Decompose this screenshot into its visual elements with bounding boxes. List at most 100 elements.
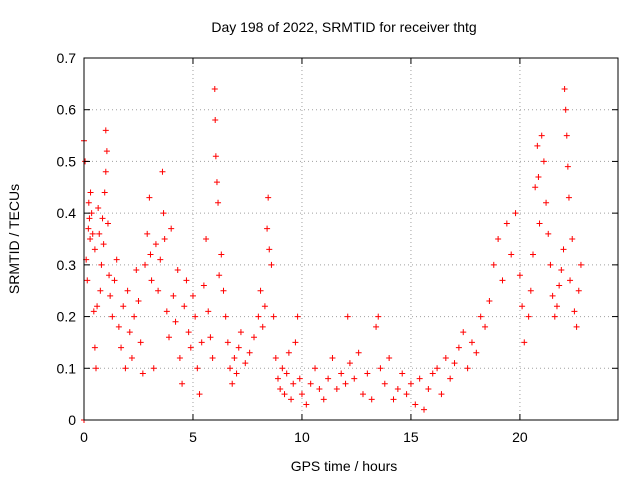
data-point: [227, 365, 234, 372]
data-point: [85, 225, 92, 232]
data-point: [477, 313, 484, 320]
data-point: [490, 261, 497, 268]
data-point: [333, 385, 340, 392]
data-point: [270, 313, 277, 320]
data-point: [425, 385, 432, 392]
data-point: [503, 220, 510, 227]
data-point: [84, 277, 91, 284]
data-point: [381, 380, 388, 387]
data-point: [189, 292, 196, 299]
data-point: [106, 272, 113, 279]
data-point: [168, 225, 175, 232]
data-point: [564, 163, 571, 170]
data-point: [473, 349, 480, 356]
data-point: [160, 210, 167, 217]
data-point: [166, 334, 173, 341]
data-point: [344, 313, 351, 320]
y-tick-label: 0.4: [57, 205, 77, 221]
data-point: [412, 401, 419, 408]
data-point: [561, 86, 568, 93]
data-point: [200, 282, 207, 289]
data-point: [118, 344, 125, 351]
data-point: [94, 303, 101, 310]
data-point: [359, 391, 366, 398]
data-point: [212, 117, 219, 124]
data-point: [281, 391, 288, 398]
data-point: [495, 236, 502, 242]
data-point: [563, 132, 570, 139]
data-point: [95, 204, 102, 211]
data-point: [139, 370, 146, 377]
data-point: [96, 230, 103, 237]
data-point: [355, 349, 362, 356]
data-point: [157, 256, 164, 263]
data-point: [113, 256, 120, 263]
data-point: [549, 292, 556, 299]
data-point: [464, 365, 471, 372]
data-point: [543, 199, 550, 206]
data-point: [521, 339, 528, 346]
data-point: [103, 148, 110, 155]
data-point: [222, 313, 229, 320]
data-point: [133, 267, 140, 274]
data-point: [375, 313, 382, 320]
data-point: [562, 106, 569, 113]
data-point: [438, 391, 445, 398]
data-point: [122, 365, 129, 372]
data-point: [573, 323, 580, 330]
data-point: [551, 313, 558, 320]
data-point: [89, 230, 96, 237]
data-point: [279, 365, 286, 372]
data-point: [124, 287, 131, 294]
data-point: [215, 199, 222, 206]
data-point: [536, 220, 543, 227]
data-point: [170, 292, 177, 299]
data-point: [102, 127, 109, 134]
data-point: [155, 287, 162, 294]
data-point: [364, 370, 371, 377]
data-point: [567, 277, 574, 284]
data-point: [288, 396, 295, 403]
data-point: [451, 360, 458, 367]
data-point: [292, 339, 299, 346]
data-point: [294, 313, 301, 320]
data-point: [272, 354, 279, 361]
data-point: [235, 344, 242, 351]
data-point: [442, 354, 449, 361]
data-point: [259, 323, 266, 330]
data-point: [172, 318, 179, 325]
data-point: [565, 194, 572, 201]
data-point: [268, 261, 275, 268]
data-point: [325, 375, 332, 382]
data-point: [150, 365, 157, 372]
data-point: [174, 267, 181, 274]
data-point: [196, 391, 203, 398]
data-point: [109, 313, 116, 320]
data-point: [163, 308, 170, 315]
y-axis-label: SRMTID / TECUs: [6, 184, 22, 294]
data-point: [373, 323, 380, 330]
data-point: [266, 246, 273, 253]
data-point: [148, 277, 155, 284]
data-point: [137, 339, 144, 346]
data-point: [290, 380, 297, 387]
data-point: [320, 396, 327, 403]
data-point: [126, 329, 133, 336]
data-point: [229, 380, 236, 387]
data-point: [87, 189, 94, 196]
data-point: [274, 375, 281, 382]
data-point: [91, 246, 98, 253]
data-point: [540, 158, 547, 165]
data-point: [147, 251, 154, 258]
data-point: [224, 339, 231, 346]
data-point: [205, 308, 212, 315]
data-point: [181, 303, 188, 310]
data-point: [468, 339, 475, 346]
data-point: [144, 230, 151, 237]
data-point: [146, 194, 153, 201]
data-point: [251, 334, 258, 341]
data-point: [534, 142, 541, 149]
data-point: [535, 173, 542, 180]
data-point: [525, 313, 532, 320]
